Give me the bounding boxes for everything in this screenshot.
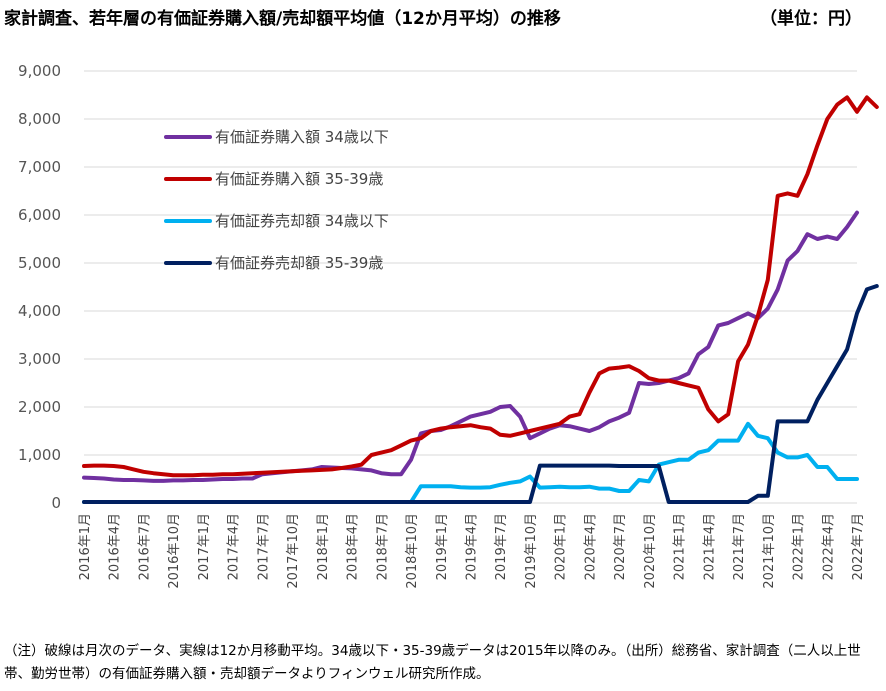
y-tick-label: 3,000 bbox=[18, 350, 61, 368]
legend-label: 有価証券売却額 35-39歳 bbox=[215, 254, 383, 272]
y-tick-label: 4,000 bbox=[18, 302, 61, 320]
x-tick-label: 2016年10月 bbox=[167, 513, 182, 589]
y-axis: 0 1,000 2,000 3,000 4,000 5,000 6,000 7,000 8,00… bbox=[18, 62, 61, 512]
y-tick-label: 6,000 bbox=[18, 206, 61, 224]
legend-label: 有価証券購入額 35-39歳 bbox=[215, 170, 383, 188]
x-tick-label: 2016年4月 bbox=[108, 513, 123, 580]
x-tick-label: 2020年7月 bbox=[613, 513, 628, 580]
x-tick-label: 2019年4月 bbox=[465, 513, 480, 580]
y-tick-label: 2,000 bbox=[18, 398, 61, 416]
x-tick-label: 2020年4月 bbox=[583, 513, 598, 580]
y-tick-label: 0 bbox=[51, 494, 61, 512]
x-tick-label: 2021年4月 bbox=[702, 513, 717, 580]
legend-label: 有価証券購入額 34歳以下 bbox=[215, 128, 389, 146]
x-tick-label: 2016年7月 bbox=[137, 513, 152, 580]
x-tick-label: 2018年4月 bbox=[346, 513, 361, 580]
series-line-4 bbox=[82, 284, 879, 504]
x-tick-label: 2017年1月 bbox=[197, 513, 212, 580]
x-tick-label: 2022年4月 bbox=[821, 513, 836, 580]
x-tick-label: 2018年7月 bbox=[375, 513, 390, 580]
x-tick-label: 2017年10月 bbox=[286, 513, 301, 589]
x-tick-label: 2021年7月 bbox=[732, 513, 747, 580]
x-tick-label: 2019年10月 bbox=[524, 513, 539, 589]
legend-label: 有価証券売却額 34歳以下 bbox=[215, 212, 389, 230]
x-tick-label: 2021年1月 bbox=[673, 513, 688, 580]
x-tick-label: 2020年10月 bbox=[643, 513, 658, 589]
series-line-1 bbox=[82, 210, 859, 483]
x-tick-label: 2018年1月 bbox=[316, 513, 331, 580]
x-tick-label: 2020年1月 bbox=[554, 513, 569, 580]
x-tick-label: 2016年1月 bbox=[78, 513, 93, 580]
series-line-3 bbox=[82, 421, 859, 504]
x-tick-label: 2017年7月 bbox=[256, 513, 271, 580]
grid bbox=[84, 70, 857, 504]
y-tick-label: 5,000 bbox=[18, 254, 61, 272]
x-tick-label: 2022年7月 bbox=[851, 513, 866, 580]
x-axis: 2016年1月 2016年4月 2016年7月 2016年10月 2017年1月 2017… bbox=[78, 513, 866, 589]
x-tick-label: 2019年1月 bbox=[435, 513, 450, 580]
line-chart: 0 1,000 2,000 3,000 4,000 5,000 6,000 7,000 8,00… bbox=[18, 62, 879, 589]
x-tick-label: 2021年10月 bbox=[762, 513, 777, 589]
x-tick-label: 2017年4月 bbox=[227, 513, 242, 580]
series-lines bbox=[82, 95, 879, 504]
x-tick-label: 2018年10月 bbox=[405, 513, 420, 589]
y-tick-label: 7,000 bbox=[18, 158, 61, 176]
x-tick-label: 2019年7月 bbox=[494, 513, 509, 580]
y-tick-label: 8,000 bbox=[18, 110, 61, 128]
y-tick-label: 1,000 bbox=[18, 446, 61, 464]
footnote: （注）破線は月次のデータ、実線は12か月移動平均。34歳以下・35-39歳データ… bbox=[4, 643, 861, 682]
y-tick-label: 9,000 bbox=[18, 62, 61, 80]
unit-label: （単位：円） bbox=[760, 9, 862, 29]
chart-title: 家計調査、若年層の有価証券購入額/売却額平均値（12か月平均）の推移 bbox=[4, 9, 561, 29]
series-line-2 bbox=[82, 95, 879, 478]
x-tick-label: 2022年1月 bbox=[792, 513, 807, 580]
